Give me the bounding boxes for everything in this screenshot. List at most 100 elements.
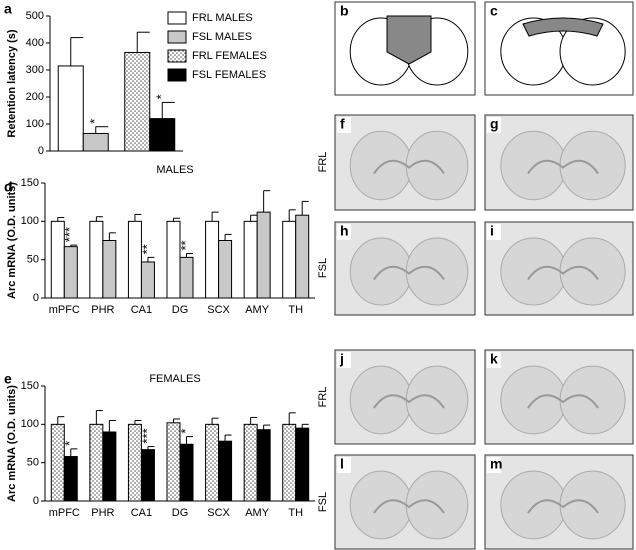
y-tick-label: 500 [26, 10, 44, 22]
bar [140, 449, 155, 502]
significance: ** [178, 240, 193, 250]
bar [50, 423, 65, 502]
y-tick-label: 150 [21, 177, 39, 189]
bar [205, 423, 220, 502]
y-tick-label: 50 [27, 254, 39, 266]
bar [218, 440, 233, 502]
hippocampus [373, 499, 445, 514]
panel-label: j [339, 351, 344, 367]
bar [149, 118, 176, 152]
significance: * [87, 119, 102, 124]
y-tick-label: 50 [27, 457, 39, 469]
legend-swatch [167, 30, 187, 44]
y-tick-label: 0 [38, 145, 44, 157]
bar [218, 240, 233, 299]
bar [179, 443, 194, 502]
legend-label: FRL MALES [192, 12, 253, 24]
legend-swatch [167, 49, 187, 63]
x-tick-label: DG [172, 507, 189, 519]
hippocampus [527, 394, 599, 409]
y-tick-label: 200 [26, 91, 44, 103]
brain-section [500, 365, 567, 435]
hippocampus [527, 265, 599, 281]
x-tick-label: TH [288, 304, 303, 316]
legend-swatch [167, 68, 187, 82]
chart-title: MALES [156, 164, 193, 176]
brain-section [559, 470, 626, 540]
y-tick-label: 0 [33, 495, 39, 507]
bar [243, 220, 258, 299]
panel-label: c [490, 3, 498, 19]
label-bg [487, 117, 501, 133]
y-axis-label: Retention latency (s) [6, 29, 18, 138]
x-tick-label: CA1 [131, 507, 152, 519]
label-bg [487, 457, 501, 473]
label-bg [337, 457, 351, 473]
row-label: FSL [317, 492, 329, 512]
bar [295, 214, 310, 299]
panel-label: d [4, 179, 13, 195]
significance: * [178, 429, 193, 434]
y-tick-label: 150 [21, 380, 39, 392]
label-bg [487, 4, 501, 20]
bar [63, 456, 78, 502]
x-tick-label: AMY [245, 507, 270, 519]
significance: * [154, 94, 169, 99]
label-bg [337, 117, 351, 133]
bar [179, 256, 194, 299]
label-bg [487, 352, 501, 368]
row-label: FSL [317, 258, 329, 278]
panel-label: e [4, 371, 12, 387]
panel-label: l [340, 456, 344, 472]
brain-section [559, 130, 626, 201]
label-bg [337, 224, 351, 240]
x-tick-label: DG [172, 304, 189, 316]
panel-label: i [490, 223, 494, 239]
bar [57, 65, 84, 152]
label-bg [337, 4, 351, 20]
hippocampus [373, 394, 445, 409]
y-tick-label: 300 [26, 64, 44, 76]
x-tick-label: mPFC [49, 304, 80, 316]
x-tick-label: PHR [91, 507, 114, 519]
significance: * [62, 441, 77, 446]
y-tick-label: 100 [21, 418, 39, 430]
hippocampus [373, 265, 445, 281]
brain-section [500, 130, 567, 201]
panel-label: m [490, 456, 502, 472]
significance: *** [139, 428, 154, 443]
bar [102, 240, 117, 299]
bar [82, 132, 109, 152]
hippocampus [527, 499, 599, 514]
bar [295, 427, 310, 502]
x-tick-label: SCX [207, 507, 230, 519]
significance: *** [62, 227, 77, 242]
bar [243, 423, 258, 502]
y-tick-label: 400 [26, 37, 44, 49]
brain-section [559, 365, 626, 435]
bar [127, 220, 142, 299]
panel-label: g [490, 116, 499, 132]
significance: ** [139, 244, 154, 254]
brain-section [500, 470, 567, 540]
bar [256, 211, 271, 299]
region-highlight [522, 17, 604, 37]
brain-section [559, 17, 626, 86]
panel-label: k [490, 351, 498, 367]
legend-label: FSL MALES [192, 31, 252, 43]
y-axis-label: Arc mRNA (O.D. units) [6, 182, 18, 299]
bar [63, 246, 78, 299]
legend-label: FSL FEMALES [192, 69, 266, 81]
y-tick-label: 0 [33, 292, 39, 304]
x-tick-label: CA1 [131, 304, 152, 316]
y-tick-label: 100 [21, 215, 39, 227]
row-label: FRL [317, 152, 329, 173]
bar [140, 261, 155, 299]
bar [102, 431, 117, 502]
bar [124, 51, 151, 152]
row-label: FRL [317, 387, 329, 408]
brain-section [500, 237, 567, 306]
label-bg [487, 224, 501, 240]
hippocampus [527, 159, 599, 175]
